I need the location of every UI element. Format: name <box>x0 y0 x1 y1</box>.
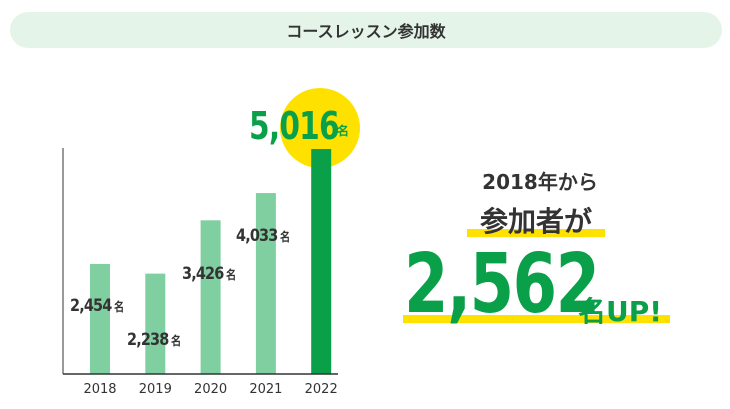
value-label-2022: 5,016 <box>249 104 340 148</box>
value-label-2021: 4,033 名 <box>236 226 290 246</box>
bar-2021 <box>255 193 276 374</box>
summary-line2: 参加者が <box>467 200 605 240</box>
value-label-2018: 2,454 名 <box>70 296 124 316</box>
bar-2022 <box>311 149 332 374</box>
value-label-2020: 3,426 名 <box>182 264 236 284</box>
value-label-2019: 2,238 名 <box>127 330 181 350</box>
x-tick-2020: 2020 <box>194 382 227 397</box>
x-tick-2022: 2022 <box>305 382 338 397</box>
x-tick-2021: 2021 <box>249 382 282 397</box>
highlight-circle <box>280 88 360 168</box>
bar-2020 <box>200 220 221 374</box>
x-tick-2019: 2019 <box>139 382 172 397</box>
bar-2019 <box>145 273 166 374</box>
section-title: コースレッスン参加数 <box>10 12 722 48</box>
value-unit-2022: 名 <box>337 124 350 138</box>
highlight-underline <box>403 315 670 323</box>
summary-line1: 2018年から <box>482 170 598 194</box>
summary-suffix: 名UP! <box>578 295 663 328</box>
summary-number: 2,562 <box>404 237 600 332</box>
bar-2018 <box>90 263 110 374</box>
x-tick-2018: 2018 <box>83 382 116 397</box>
